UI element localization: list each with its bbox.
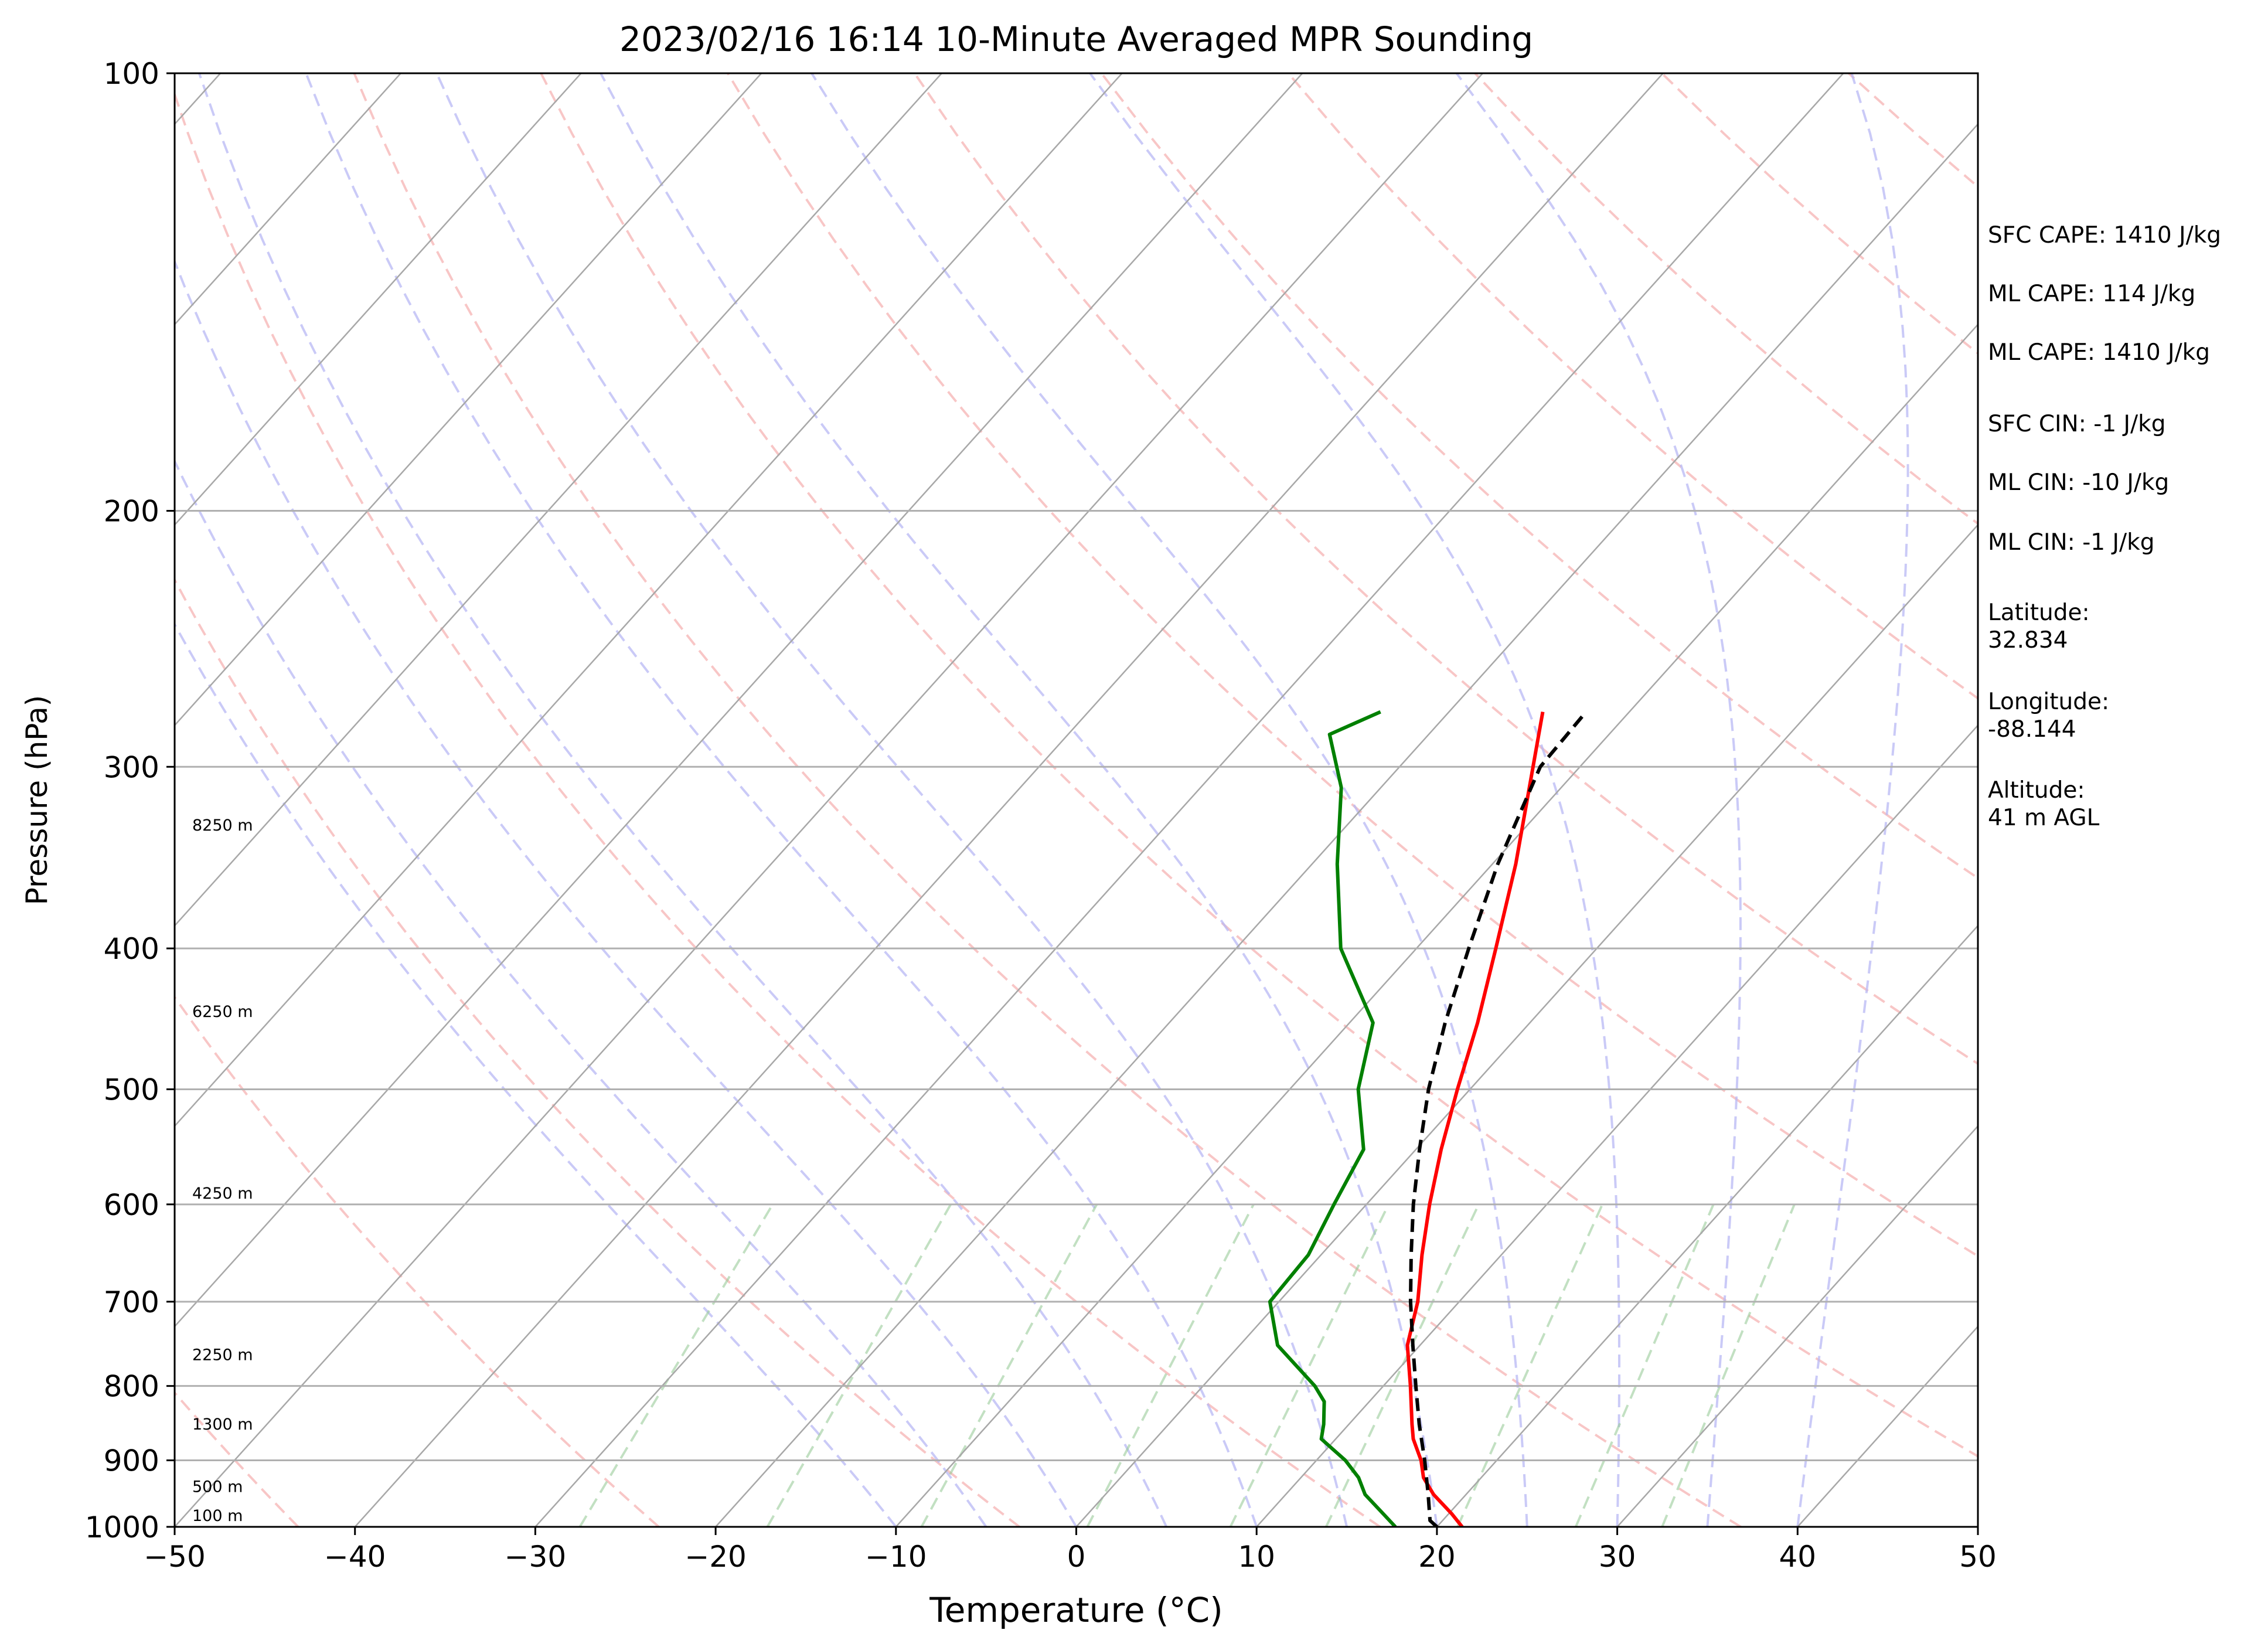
height-label: 8250 m: [192, 816, 253, 835]
y-tick-label: 800: [104, 1370, 159, 1404]
info-altitude: Altitude: 41 m AGL: [1988, 777, 2100, 831]
height-label: 100 m: [192, 1507, 243, 1525]
moist-adiabat: [811, 73, 1528, 1527]
grid-lines: [175, 73, 1978, 1527]
height-labels: 100 m 500 m 1300 m 2250 m 4250 m 6250 m 8250 m: [192, 816, 253, 1525]
x-tick-label: −30: [505, 1540, 567, 1574]
moist-adiabat: [198, 73, 1168, 1527]
moist-adiabat: [435, 73, 1348, 1527]
y-tick-label: 300: [104, 750, 159, 784]
x-tick-label: 30: [1599, 1540, 1636, 1574]
dry-adiabat: [1287, 73, 1978, 700]
y-tick-label: 1000: [85, 1510, 159, 1544]
moist-adiabat: [1089, 73, 1620, 1527]
info-ml-cin-2: ML CIN: -1 J/kg: [1988, 529, 2155, 556]
mixing-ratio-line: [1229, 1203, 1390, 1527]
y-tick-label: 700: [104, 1285, 159, 1319]
isotherm: [175, 73, 762, 727]
sounding-line: [1268, 710, 1397, 1527]
moist-adiabat: [600, 73, 1438, 1527]
sounding-lines: [1268, 710, 1588, 1527]
x-tick-label: −20: [685, 1540, 747, 1574]
background-lines: [175, 73, 1978, 1527]
moist-adiabat: [175, 258, 1078, 1527]
height-label: 4250 m: [192, 1185, 253, 1203]
info-longitude: Longitude: -88.144: [1988, 689, 2110, 743]
x-tick-label: 20: [1418, 1540, 1456, 1574]
x-tick-label: 0: [1067, 1540, 1086, 1574]
height-label: 500 m: [192, 1478, 243, 1496]
info-ml-cin-1: ML CIN: -10 J/kg: [1988, 469, 2170, 496]
mixing-ratio-line: [1661, 1204, 1796, 1527]
dry-adiabat: [175, 577, 1020, 1527]
dry-adiabat: [175, 995, 660, 1527]
isotherm: [175, 73, 942, 927]
x-tick-label: −40: [324, 1540, 386, 1574]
isotherm: [1616, 1125, 1978, 1527]
x-tick-label: −10: [865, 1540, 927, 1574]
isotherm: [175, 73, 1303, 1328]
moist-adiabat: [1455, 73, 1742, 1527]
x-tick-label: 50: [1959, 1540, 1997, 1574]
height-label: 6250 m: [192, 1003, 253, 1021]
x-tick-label: 10: [1238, 1540, 1275, 1574]
isotherm: [175, 73, 1483, 1527]
mixing-ratio-line: [578, 1203, 774, 1527]
chart-title: 2023/02/16 16:14 10-Minute Averaged MPR …: [619, 19, 1533, 59]
isotherm: [175, 73, 582, 526]
info-ml-cape-1: ML CAPE: 114 J/kg: [1988, 281, 2196, 307]
moist-adiabat: [1796, 73, 1909, 1527]
info-sfc-cin: SFC CIN: -1 J/kg: [1988, 411, 2166, 437]
height-label: 1300 m: [192, 1415, 253, 1434]
sounding-line: [1408, 710, 1588, 1527]
y-axis-label: Pressure (hPa): [20, 695, 54, 906]
moist-adiabat: [175, 622, 897, 1527]
y-tick-label: 100: [104, 57, 159, 91]
axis-ticks: −50 −40 −30 −20 −10 0 10 20 30 40 50 100 200 300 400 50…: [85, 57, 1997, 1574]
isotherm: [715, 122, 1978, 1527]
x-tick-label: 40: [1779, 1540, 1816, 1574]
isotherm: [175, 73, 401, 326]
x-axis-label: Temperature (°C): [929, 1590, 1223, 1630]
dry-adiabat: [175, 1391, 299, 1527]
y-tick-label: 500: [104, 1073, 159, 1107]
mixing-ratio-line: [1086, 1203, 1255, 1527]
y-tick-label: 200: [104, 495, 159, 529]
info-latitude: Latitude: 32.834: [1988, 600, 2090, 654]
isotherm: [1436, 924, 1978, 1527]
info-sfc-cape: SFC CAPE: 1410 J/kg: [1988, 222, 2222, 249]
dry-adiabat: [175, 91, 1381, 1527]
mixing-ratio-line: [1574, 1204, 1715, 1527]
mixing-ratio-line: [1456, 1203, 1604, 1527]
moist-adiabat: [175, 458, 987, 1527]
y-tick-label: 400: [104, 932, 159, 966]
y-tick-label: 600: [104, 1188, 159, 1222]
isotherm: [1075, 523, 1978, 1527]
moist-adiabat: [305, 73, 1258, 1527]
sounding-line: [1405, 711, 1545, 1527]
height-label: 2250 m: [192, 1346, 253, 1364]
x-tick-label: −50: [144, 1540, 206, 1574]
isotherm: [895, 323, 1978, 1527]
isotherm: [1256, 724, 1978, 1527]
isotherm: [534, 73, 1844, 1527]
isotherm: [354, 73, 1664, 1527]
dry-adiabat: [353, 73, 1742, 1527]
info-ml-cape-2: ML CAPE: 1410 J/kg: [1988, 339, 2211, 366]
y-tick-label: 900: [104, 1444, 159, 1478]
dry-adiabat: [540, 73, 1978, 1458]
mixing-ratio-line: [766, 1203, 952, 1527]
mixing-ratio-line: [920, 1203, 1098, 1527]
isotherm: [175, 73, 1123, 1128]
